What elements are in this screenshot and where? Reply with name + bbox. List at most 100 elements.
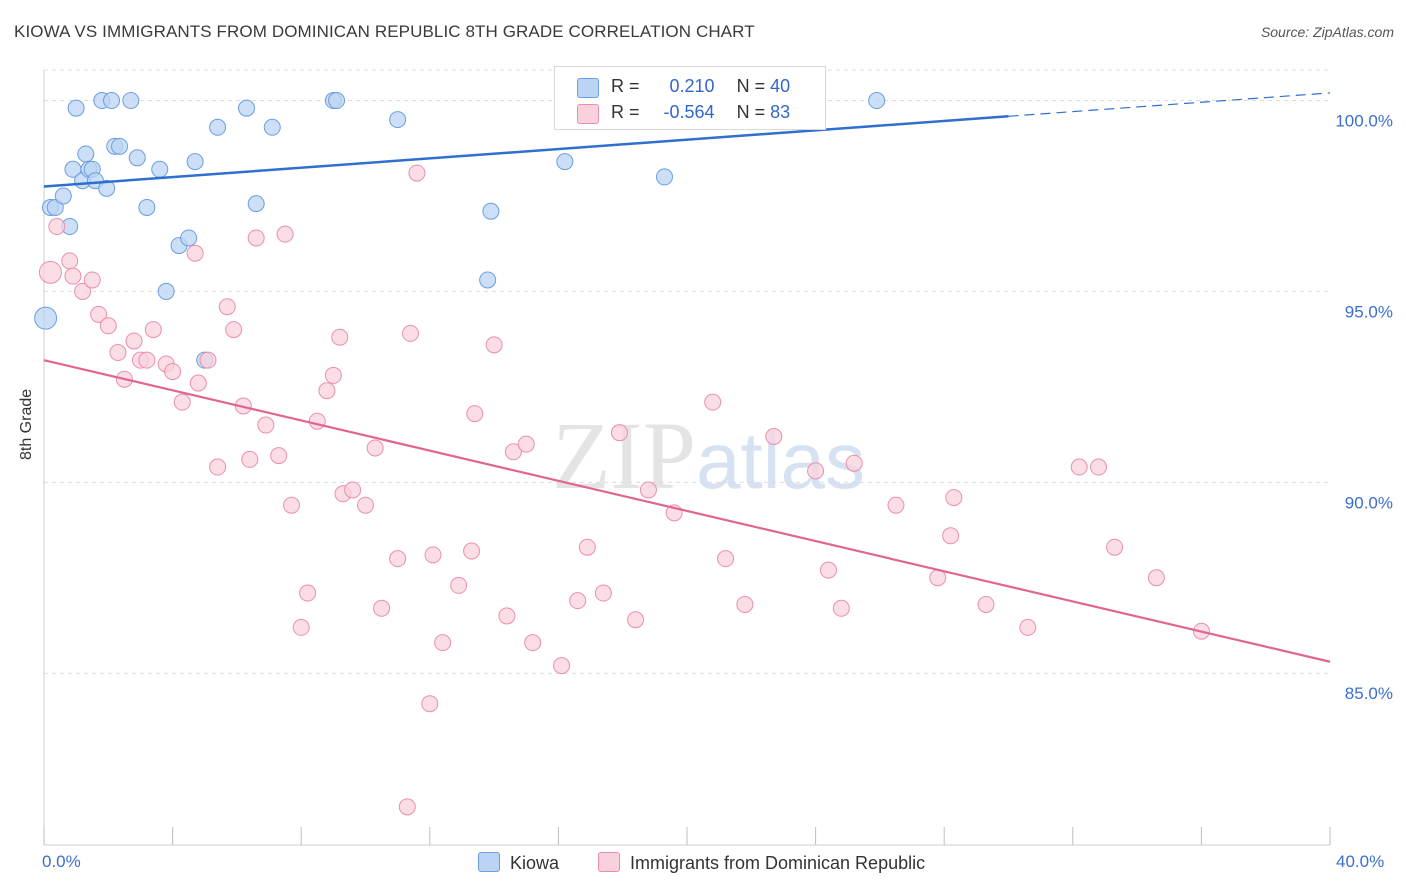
y-axis-label: 8th Grade (18, 388, 35, 460)
dominican-point (1090, 458, 1108, 476)
dominican-point (434, 634, 452, 652)
dominican-point (736, 595, 754, 613)
dominican-point (765, 428, 783, 446)
dominican-point (389, 550, 407, 568)
dominican-point (945, 489, 963, 507)
watermark: ZIPatlas (552, 400, 865, 511)
dominican-point (627, 611, 645, 629)
dominican-point (99, 317, 117, 335)
dominican-point (832, 599, 850, 617)
dominican-point (366, 439, 384, 457)
kiowa-point (556, 153, 574, 171)
legend-r-label: R = (611, 102, 640, 122)
legend-n-value: 40 (770, 76, 791, 96)
kiowa-point (111, 137, 129, 155)
dominican-point (398, 798, 416, 816)
dominican-point (1147, 569, 1165, 587)
dominican-point (819, 561, 837, 579)
dominican-point (977, 595, 995, 613)
kiowa-trendline (43, 115, 1009, 188)
kiowa-point (247, 195, 265, 213)
dominican-point (421, 695, 439, 713)
dominican-point (463, 542, 481, 560)
kiowa-point (77, 145, 95, 163)
dominican-point (569, 592, 587, 610)
dominican-point (424, 546, 442, 564)
legend-n-label: N = (736, 102, 766, 122)
dominican-point (704, 393, 722, 411)
kiowa-point (180, 229, 198, 247)
kiowa-point (209, 118, 227, 136)
dominican-point (38, 260, 62, 284)
dominican-point (125, 332, 143, 350)
dominican-point (1106, 538, 1124, 556)
y-tick-label: 95.0% (1345, 302, 1393, 321)
dominican-point (109, 344, 127, 362)
y-tick-label: 100.0% (1335, 112, 1393, 131)
legend-n-value: 83 (770, 102, 791, 122)
dominican-point (1019, 618, 1037, 636)
dominican-point (324, 366, 342, 384)
dominican-point (225, 321, 243, 339)
dominican-point (173, 393, 191, 411)
dominican-point (164, 363, 182, 381)
dominican-point (199, 351, 217, 369)
dominican-point (498, 607, 516, 625)
kiowa-point (238, 99, 256, 117)
dominican-point (594, 584, 612, 602)
kiowa-point (54, 187, 72, 205)
kiowa-point (389, 111, 407, 129)
kiowa-point (151, 160, 169, 178)
watermark-zip: ZIP (552, 402, 696, 509)
dominican-point (845, 454, 863, 472)
dominican-point (807, 462, 825, 480)
y-tick-label: 90.0% (1345, 493, 1393, 512)
legend-r-label: R = (611, 76, 640, 96)
dominican-point (639, 481, 657, 499)
dominican-point (357, 496, 374, 514)
dominican-point (517, 435, 535, 453)
kiowa-point (868, 92, 886, 110)
legend-swatch-kiowa (577, 78, 599, 98)
kiowa-point (263, 118, 281, 136)
dominican-point (610, 424, 628, 442)
y-tick-label: 85.0% (1345, 684, 1393, 703)
dominican-point (283, 496, 301, 514)
dominican-point (485, 336, 503, 354)
watermark-atlas: atlas (696, 416, 865, 505)
legend-n-label: N = (736, 76, 766, 96)
dominican-point (257, 416, 275, 434)
legend-r-value: -0.564 (663, 102, 715, 122)
dominican-point (247, 229, 265, 247)
dominican-trendline (43, 359, 1331, 663)
kiowa-point (482, 202, 500, 220)
dominican-point (48, 218, 66, 236)
x-tick-label-max: 40.0% (1336, 852, 1385, 871)
dominican-point (241, 450, 259, 468)
dominican-point (308, 412, 326, 430)
dominican-point (402, 324, 420, 342)
kiowa-point (122, 92, 140, 110)
dominican-point (1070, 458, 1088, 476)
dominican-point (942, 527, 960, 545)
kiowa-point (103, 92, 121, 110)
dominican-point (74, 282, 92, 300)
dominican-point (270, 447, 288, 465)
kiowa-point (655, 168, 673, 186)
dominican-point (186, 244, 204, 262)
dominican-point (578, 538, 596, 556)
dominican-point (209, 458, 227, 476)
dominican-point (90, 305, 108, 323)
dominican-point (292, 618, 310, 636)
dominican-point (144, 321, 162, 339)
x-tick-label-min: 0.0% (42, 852, 81, 871)
dominican-point (887, 496, 905, 514)
dominican-point (553, 657, 571, 675)
kiowa-trendline-extension (1008, 92, 1331, 117)
dominican-point (450, 576, 468, 594)
kiowa-point (128, 149, 146, 167)
dominican-point (64, 267, 82, 285)
dominican-point (344, 481, 362, 499)
dominican-point (218, 298, 236, 316)
bottom-legend-dominican: Immigrants from Dominican Republic (598, 852, 925, 874)
